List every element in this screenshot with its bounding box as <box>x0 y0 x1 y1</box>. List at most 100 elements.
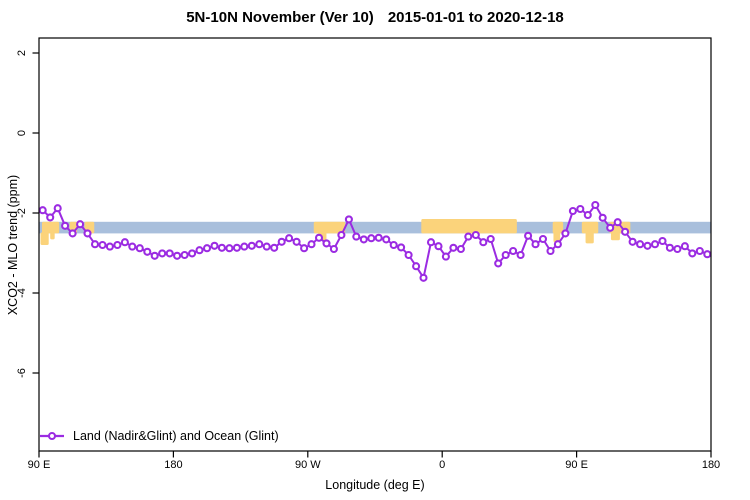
x-tick-label: 180 <box>164 459 183 471</box>
data-point-marker <box>165 249 174 258</box>
data-point-marker <box>337 230 346 240</box>
data-point-marker <box>389 240 398 250</box>
data-point-marker <box>404 250 413 260</box>
land-tail <box>553 232 561 243</box>
x-axis-label: Longitude (deg E) <box>325 478 425 492</box>
data-point-marker <box>426 238 436 247</box>
land-segment <box>552 221 564 234</box>
land-segment <box>421 219 517 234</box>
data-point-marker <box>150 251 159 260</box>
data-point-marker <box>456 244 465 254</box>
data-point-marker <box>135 244 144 253</box>
data-point-marker <box>270 243 279 252</box>
data-point-marker <box>486 234 495 244</box>
data-point-marker <box>225 244 234 253</box>
land-tail <box>610 232 620 241</box>
y-tick-label: -2 <box>16 208 28 218</box>
data-point-marker <box>576 204 585 214</box>
plot-border <box>38 37 712 452</box>
land-tail <box>585 232 594 244</box>
data-point-marker <box>673 244 682 254</box>
data-point-marker <box>105 242 114 251</box>
data-point-marker <box>688 249 697 258</box>
data-point-marker <box>255 240 264 249</box>
x-tick-label: 180 <box>701 459 721 471</box>
data-point-marker <box>113 240 122 250</box>
x-tick-label: 0 <box>439 459 446 471</box>
data-point-marker <box>546 246 555 256</box>
data-point-marker <box>46 213 55 222</box>
chart-title-dates: 2015-01-01 to 2020-12-18 <box>387 9 564 26</box>
data-point-marker <box>61 221 70 230</box>
data-point-marker <box>561 229 570 238</box>
data-point-marker <box>202 244 212 253</box>
data-point-marker <box>591 200 600 210</box>
x-tick-label: 90 E <box>27 459 51 471</box>
data-point-marker <box>158 249 167 258</box>
data-point-marker <box>553 240 562 249</box>
legend-marker-sample <box>47 431 57 441</box>
data-point-marker <box>90 240 100 249</box>
data-point-marker <box>441 252 450 261</box>
y-tick-label: -4 <box>16 288 28 298</box>
data-point-marker <box>374 233 383 242</box>
data-point-marker <box>397 243 406 252</box>
data-point-marker <box>464 232 473 241</box>
data-point-marker <box>262 242 271 251</box>
data-point-marker <box>606 223 615 232</box>
data-point-marker <box>636 240 645 249</box>
data-point-marker <box>307 240 316 249</box>
data-point-marker <box>128 242 137 251</box>
data-point-marker <box>531 240 540 249</box>
y-tick-label: 2 <box>16 49 28 57</box>
data-point-marker <box>367 234 376 243</box>
data-point-marker <box>643 241 652 250</box>
y-tick-label: -6 <box>16 368 28 378</box>
data-point-marker <box>120 238 129 247</box>
x-tick-label: 90 E <box>565 459 588 471</box>
data-point-marker <box>173 251 182 260</box>
data-point-marker <box>232 243 241 252</box>
data-point-marker <box>322 239 331 248</box>
data-point-marker <box>628 237 637 246</box>
land-tail <box>40 232 49 245</box>
data-point-marker <box>76 220 85 229</box>
data-point-marker <box>695 246 704 256</box>
data-point-marker <box>598 213 607 222</box>
data-point-marker <box>240 242 249 251</box>
data-point-marker <box>188 249 197 258</box>
data-point-marker <box>516 250 525 260</box>
data-point-marker <box>412 262 421 271</box>
data-point-marker <box>524 231 533 240</box>
data-point-marker <box>180 250 189 260</box>
data-point-marker <box>703 250 712 259</box>
data-point-marker <box>665 243 674 252</box>
data-point-marker <box>621 227 630 236</box>
data-point-marker <box>300 244 309 253</box>
land-tail <box>50 232 55 240</box>
data-point-marker <box>195 246 204 255</box>
data-point-marker <box>471 230 480 240</box>
data-point-marker <box>479 238 488 247</box>
data-point-marker <box>98 240 107 250</box>
data-point-marker <box>419 273 428 282</box>
chart-title: 5N-10N November (Ver 10) 2015-01-01 to 20… <box>0 9 750 26</box>
data-point-marker <box>38 206 47 215</box>
data-point-marker <box>210 241 219 250</box>
data-point-marker <box>285 234 294 243</box>
data-point-marker <box>382 235 391 244</box>
data-point-marker <box>494 259 503 268</box>
data-line <box>42 204 708 279</box>
data-point-marker <box>314 233 324 242</box>
y-tick-label: 0 <box>16 129 28 137</box>
legend-label: Land (Nadir&Glint) and Ocean (Glint) <box>73 429 279 443</box>
data-point-marker <box>277 237 286 246</box>
data-point-marker <box>359 235 368 244</box>
land-segment <box>313 221 346 234</box>
data-point-marker <box>658 236 667 246</box>
data-point-marker <box>449 243 458 252</box>
data-point-marker <box>143 247 152 256</box>
data-point-marker <box>509 246 518 256</box>
x-tick-label: 90 W <box>294 459 321 471</box>
